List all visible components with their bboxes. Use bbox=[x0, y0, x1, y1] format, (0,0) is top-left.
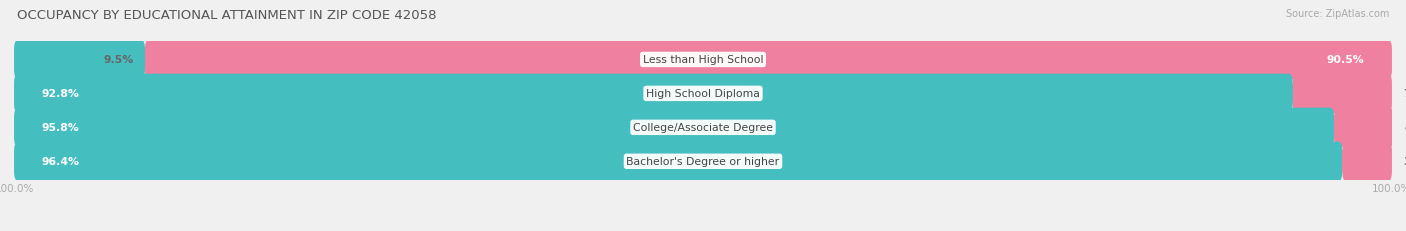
FancyBboxPatch shape bbox=[145, 41, 1392, 80]
FancyBboxPatch shape bbox=[1334, 108, 1393, 147]
Text: High School Diploma: High School Diploma bbox=[647, 89, 759, 99]
Text: Less than High School: Less than High School bbox=[643, 55, 763, 65]
FancyBboxPatch shape bbox=[1282, 84, 1292, 104]
FancyBboxPatch shape bbox=[14, 74, 1392, 114]
FancyBboxPatch shape bbox=[145, 50, 156, 70]
Text: 9.5%: 9.5% bbox=[104, 55, 134, 65]
Text: 4.3%: 4.3% bbox=[1405, 123, 1406, 133]
FancyBboxPatch shape bbox=[14, 108, 1334, 147]
FancyBboxPatch shape bbox=[1323, 118, 1334, 138]
FancyBboxPatch shape bbox=[1343, 152, 1353, 171]
Text: OCCUPANCY BY EDUCATIONAL ATTAINMENT IN ZIP CODE 42058: OCCUPANCY BY EDUCATIONAL ATTAINMENT IN Z… bbox=[17, 9, 436, 22]
Text: 90.5%: 90.5% bbox=[1327, 55, 1364, 65]
Text: 95.8%: 95.8% bbox=[42, 123, 79, 133]
Text: 92.8%: 92.8% bbox=[42, 89, 80, 99]
FancyBboxPatch shape bbox=[14, 108, 1392, 147]
Text: College/Associate Degree: College/Associate Degree bbox=[633, 123, 773, 133]
Text: 7.2%: 7.2% bbox=[1403, 89, 1406, 99]
Text: Bachelor's Degree or higher: Bachelor's Degree or higher bbox=[627, 157, 779, 167]
FancyBboxPatch shape bbox=[134, 50, 145, 70]
FancyBboxPatch shape bbox=[14, 41, 145, 80]
FancyBboxPatch shape bbox=[14, 142, 1343, 181]
FancyBboxPatch shape bbox=[14, 142, 1392, 181]
FancyBboxPatch shape bbox=[14, 41, 1392, 80]
Legend: Owner-occupied, Renter-occupied: Owner-occupied, Renter-occupied bbox=[586, 228, 820, 231]
Text: 3.6%: 3.6% bbox=[1403, 157, 1406, 167]
FancyBboxPatch shape bbox=[1331, 152, 1343, 171]
FancyBboxPatch shape bbox=[1292, 84, 1303, 104]
Text: 96.4%: 96.4% bbox=[42, 157, 80, 167]
FancyBboxPatch shape bbox=[1292, 74, 1392, 114]
FancyBboxPatch shape bbox=[1334, 118, 1346, 138]
FancyBboxPatch shape bbox=[1343, 142, 1392, 181]
Text: Source: ZipAtlas.com: Source: ZipAtlas.com bbox=[1285, 9, 1389, 19]
FancyBboxPatch shape bbox=[14, 74, 1292, 114]
